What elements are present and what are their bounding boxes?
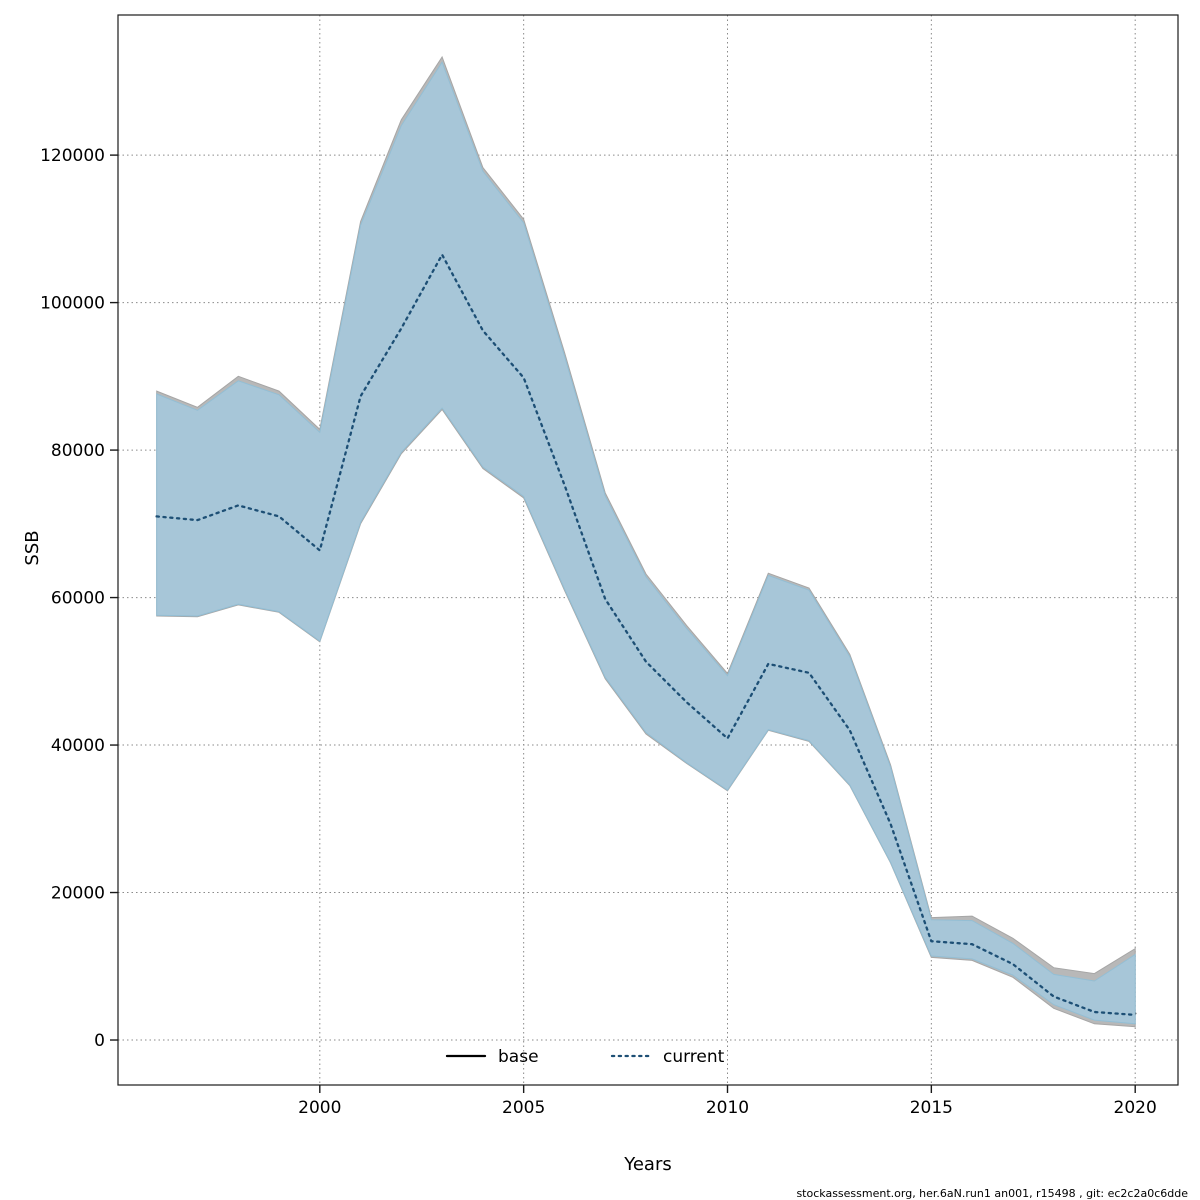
legend-label-base: base	[498, 1047, 539, 1067]
y-tick-label: 40000	[51, 736, 105, 756]
x-axis-title: Years	[623, 1154, 672, 1175]
plot-frame	[117, 14, 1179, 1086]
x-tick-label: 2010	[706, 1098, 749, 1118]
y-tick-label: 100000	[40, 294, 105, 314]
y-tick-label: 80000	[51, 441, 105, 461]
y-axis-title: SSB	[22, 530, 43, 565]
x-tick-label: 2015	[910, 1098, 953, 1118]
confidence-band-current	[156, 61, 1136, 1025]
y-tick-label: 20000	[51, 884, 105, 904]
y-tick-label: 0	[94, 1031, 105, 1051]
legend: base current	[445, 1047, 725, 1067]
frame-layer	[117, 14, 1179, 1086]
footer-credit: stockassessment.org, her.6aN.run1 an001,…	[796, 1187, 1188, 1200]
y-tick-label: 60000	[51, 589, 105, 609]
legend-label-current: current	[663, 1047, 725, 1067]
tick-layer: 2000 2005 2010 2015 2020 0 20000 40000 60000 8000…	[40, 146, 1157, 1118]
x-tick-label: 2000	[298, 1098, 341, 1118]
x-tick-label: 2020	[1114, 1098, 1157, 1118]
series-line-current	[155, 253, 1137, 1017]
y-tick-label: 120000	[40, 146, 105, 166]
x-tick-label: 2005	[502, 1098, 545, 1118]
series-layer	[155, 55, 1137, 1028]
